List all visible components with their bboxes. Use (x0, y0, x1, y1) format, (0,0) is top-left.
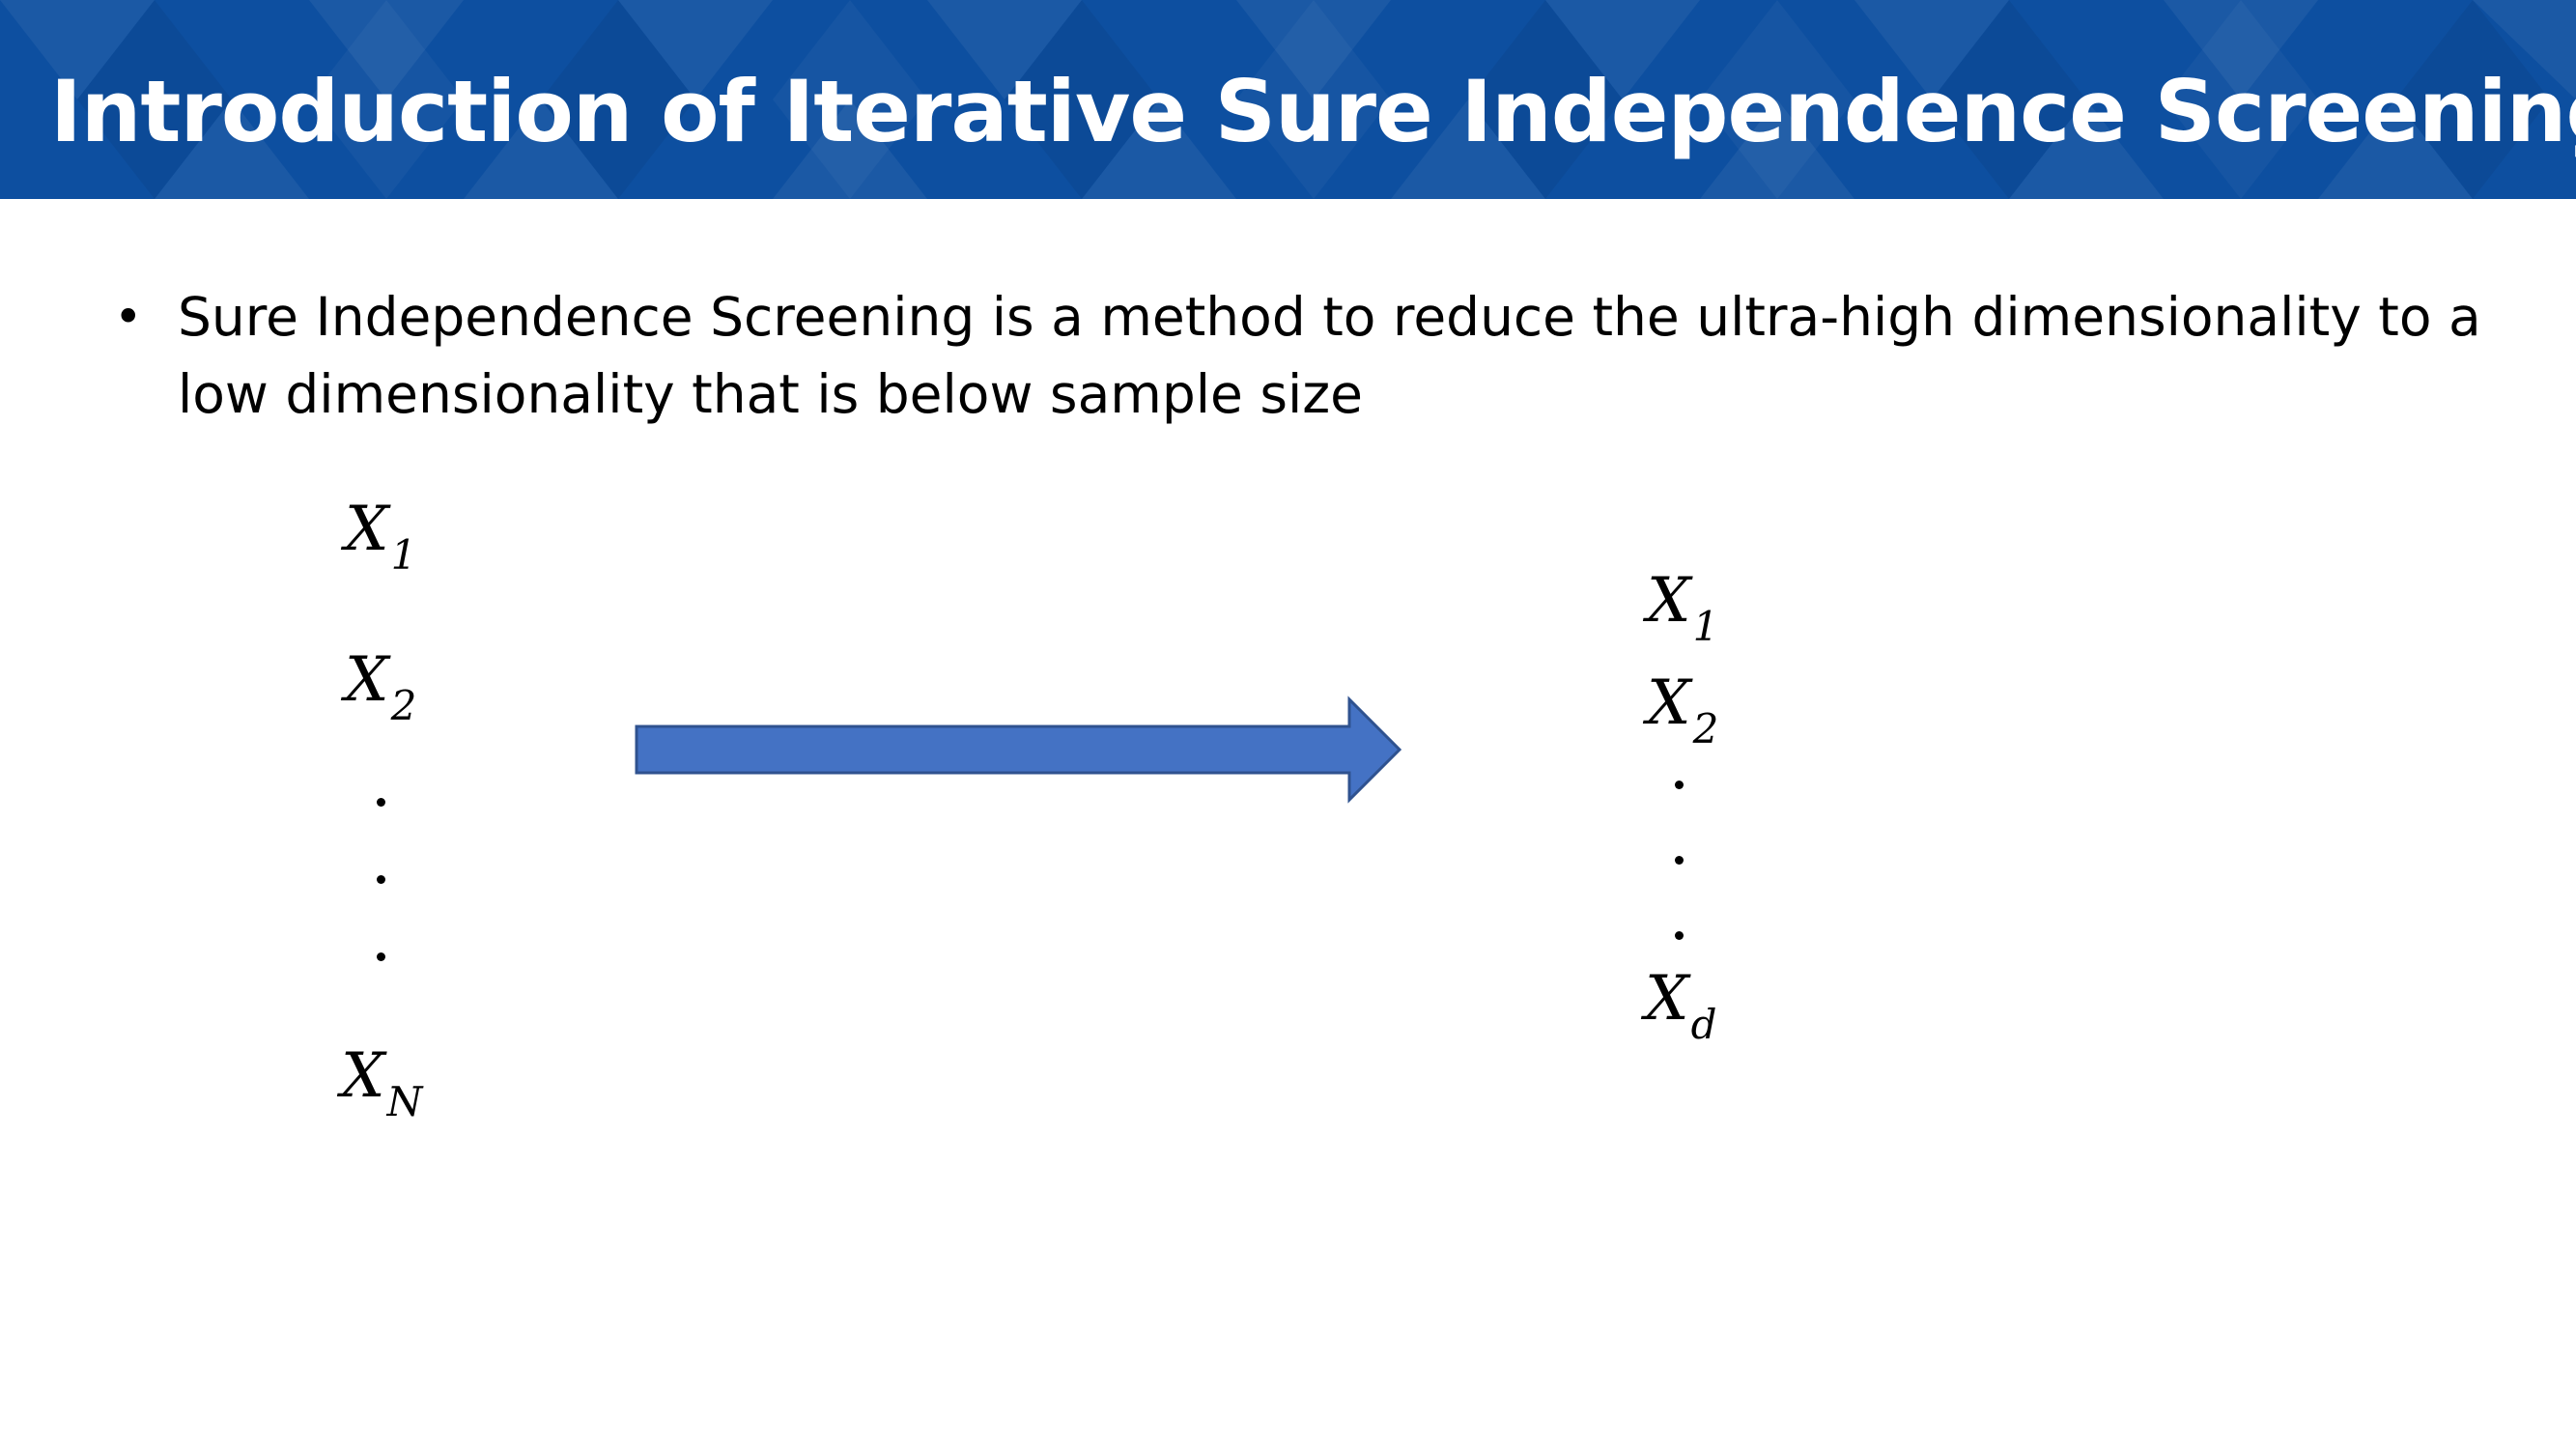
bullet-text: Sure Independence Screening is a method … (178, 286, 2481, 425)
variable-symbol: X (341, 1040, 385, 1112)
variable-subscript: 1 (1692, 603, 1719, 650)
variable-symbol: X (1647, 668, 1691, 739)
right-variable-x2: X2 (1647, 672, 1718, 750)
left-ellipsis-dot (377, 798, 385, 807)
variable-subscript: 2 (1692, 705, 1719, 753)
left-ellipsis-dot (377, 952, 385, 961)
left-variable-x1: X1 (345, 498, 416, 576)
variable-symbol: X (1645, 963, 1689, 1035)
slide-title: Introduction of Iterative Sure Independe… (50, 62, 2576, 161)
variable-subscript: N (386, 1078, 423, 1125)
left-variable-xn: XN (341, 1045, 422, 1122)
right-ellipsis-dot (1675, 931, 1684, 940)
variable-subscript: d (1690, 1001, 1717, 1048)
variable-subscript: 1 (390, 531, 417, 579)
variable-symbol: X (345, 494, 389, 565)
banner-pattern (0, 0, 2576, 199)
variable-symbol: X (1647, 565, 1691, 637)
bullet-marker: • (114, 289, 143, 345)
title-banner: Introduction of Iterative Sure Independe… (0, 0, 2576, 199)
variable-subscript: 2 (390, 682, 417, 729)
left-ellipsis-dot (377, 875, 385, 884)
variable-symbol: X (345, 644, 389, 716)
right-variable-xd: Xd (1645, 968, 1716, 1045)
left-variable-x2: X2 (345, 649, 416, 726)
right-ellipsis-dot (1675, 856, 1684, 865)
right-arrow-icon (635, 696, 1402, 804)
right-ellipsis-dot (1675, 781, 1684, 789)
right-variable-x1: X1 (1647, 570, 1718, 647)
